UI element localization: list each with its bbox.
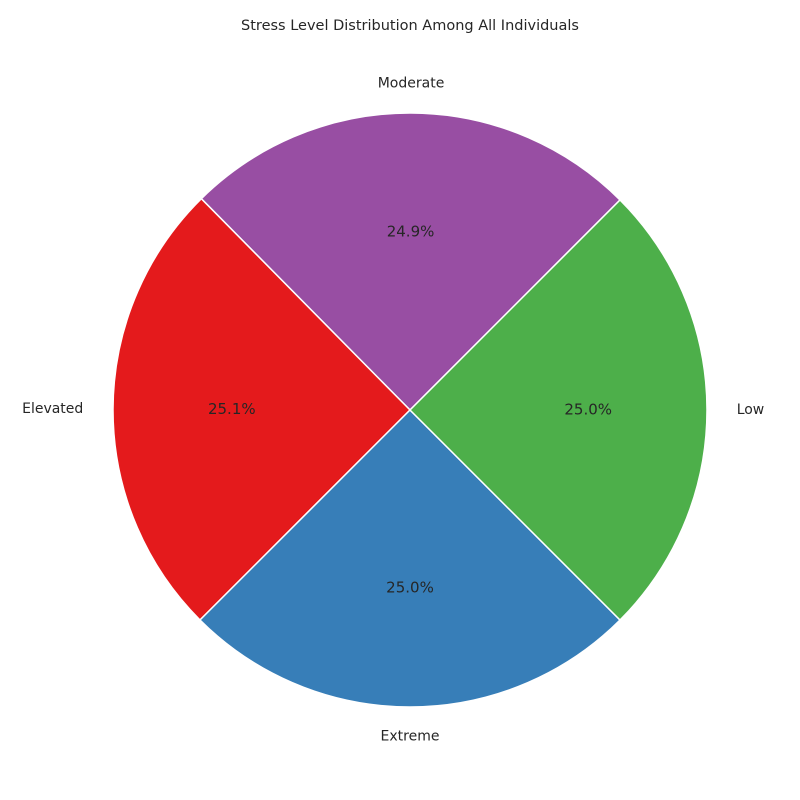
- slice-percent-low: 25.0%: [564, 401, 612, 419]
- pie-slice-extreme: [198, 408, 622, 708]
- pie-slice-elevated: [112, 197, 412, 622]
- slice-label-low: Low: [737, 402, 765, 418]
- pie-slices: [112, 112, 708, 708]
- chart-title: Stress Level Distribution Among All Indi…: [241, 18, 579, 34]
- slice-percent-extreme: 25.0%: [386, 579, 434, 597]
- slice-label-moderate: Moderate: [378, 75, 445, 91]
- pie-slice-moderate: [200, 112, 622, 412]
- slice-label-elevated: Elevated: [22, 401, 83, 417]
- pie-labels: Moderate 24.9% Elevated 25.1% Extreme 25.0% Lo…: [22, 75, 764, 744]
- slice-label-extreme: Extreme: [381, 729, 440, 745]
- pie-slice-low: [408, 198, 708, 622]
- slice-percent-elevated: 25.1%: [208, 400, 256, 418]
- slice-percent-moderate: 24.9%: [387, 222, 435, 240]
